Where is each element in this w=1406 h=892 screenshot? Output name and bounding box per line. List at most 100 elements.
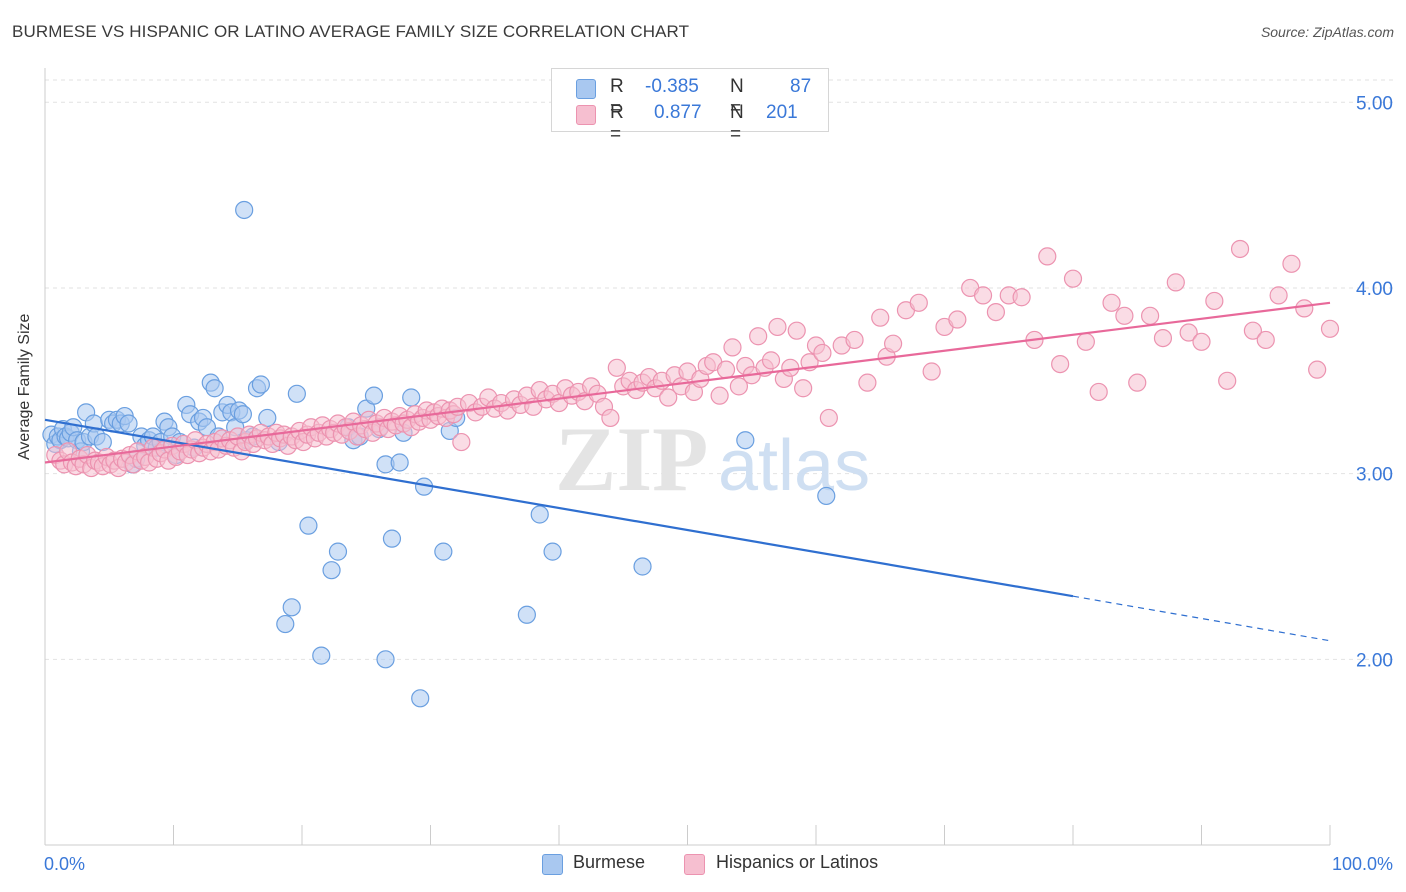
data-point [452,432,471,452]
data-point [948,310,967,329]
axes [44,68,1331,846]
data-point [390,453,409,472]
data-point [1153,328,1173,348]
data-point [1269,286,1288,305]
n-label: N = [730,76,744,119]
hispanic-legend-swatch [684,854,705,875]
data-point [1102,293,1121,312]
data-point [1243,321,1263,340]
data-point [1282,254,1301,273]
data-point [909,293,928,312]
data-point [633,557,652,576]
burmese-trend-extension [1072,595,1331,642]
data-point [1192,332,1211,351]
watermark-zip: ZIP [555,408,708,510]
data-point [749,327,768,346]
r-value: -0.385 [645,76,699,97]
data-point [411,689,430,708]
data-point [543,542,562,561]
data-point [1038,247,1057,266]
data-point [723,338,742,357]
x-tick-label: 0.0% [44,854,85,874]
hispanic-swatch [576,105,596,125]
data-point [761,351,781,370]
data-point [1063,269,1083,288]
n-value: 201 [766,102,798,123]
data-point [858,373,877,392]
y-tick-label: 5.00 [1356,93,1393,114]
burmese-trend-line [44,418,1074,598]
data-point [322,561,341,580]
data-point [402,388,421,407]
data-point [1308,360,1327,379]
data-point [787,321,806,340]
burmese-legend-swatch [542,854,563,875]
burmese-legend-label: Burmese [573,852,646,872]
data-point [1179,323,1198,342]
data-point [233,405,252,424]
data-point [205,379,224,398]
data-point [282,598,301,617]
data-point [1166,273,1185,292]
data-point [328,542,348,561]
data-point [794,379,813,398]
y-tick-label: 4.00 [1356,279,1393,300]
data-point [1218,371,1237,390]
trend-lines [44,301,1331,642]
data-point [312,646,331,665]
data-point [1115,306,1134,325]
tick-labels: 2.00 3.00 4.00 5.00 0.0% 100.0% [44,93,1393,874]
data-point [1051,354,1070,374]
data-point [517,605,536,624]
chart-title: BURMESE VS HISPANIC OR LATINO AVERAGE FA… [12,22,690,41]
data-point [382,529,402,548]
data-point [601,408,620,428]
data-point [364,386,384,405]
r-label: R = [610,102,624,145]
data-point [819,408,838,428]
data-point [1140,306,1160,325]
source-label: Source: ZipAtlas.com [1260,24,1394,40]
data-point [299,516,318,535]
data-point [276,614,295,634]
data-point [817,486,836,506]
data-point [736,431,755,450]
data-point [1089,382,1108,402]
data-point [1295,299,1314,318]
data-point [251,375,270,394]
data-point [922,362,941,381]
data-point [1230,239,1250,259]
data-point [434,542,453,561]
y-tick-label: 2.00 [1356,650,1393,671]
r-value: 0.877 [654,102,702,123]
hispanic-legend-label: Hispanics or Latinos [716,852,879,872]
data-point [1205,291,1224,311]
data-point [1256,330,1275,350]
data-point [1128,373,1147,392]
data-point [1320,319,1340,338]
data-point [768,317,787,337]
hispanic-trend-line [44,301,1331,464]
data-point [813,343,832,363]
data-point [376,650,395,669]
data-point [781,358,800,377]
n-value: 87 [790,76,812,97]
data-point [871,308,890,327]
data-point [973,286,993,305]
data-point [845,330,864,350]
data-point [93,432,112,452]
data-point [1012,288,1031,307]
data-point [710,386,729,405]
stats-legend: R = -0.385 N = 87 R = 0.877 N = 201 [551,68,829,145]
data-point [659,388,678,407]
data-point [1076,332,1095,351]
data-point [986,302,1006,322]
data-point [530,505,549,524]
y-axis-label: Average Family Size [16,313,33,460]
n-label: N = [730,102,744,145]
data-point [716,360,736,379]
data-point [119,414,138,433]
data-point [607,358,626,377]
burmese-swatch [576,79,596,99]
